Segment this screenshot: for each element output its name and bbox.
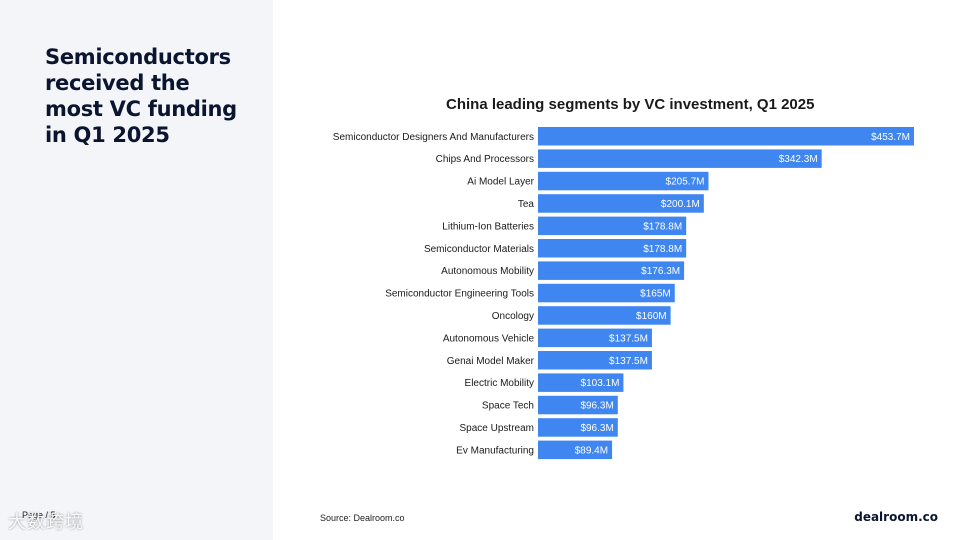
category-label: Oncology — [492, 311, 534, 322]
value-label: $96.3M — [580, 423, 613, 434]
value-label: $165M — [640, 289, 671, 300]
category-label: Ev Manufacturing — [456, 445, 534, 456]
bar — [538, 149, 822, 168]
category-label: Semiconductor Materials — [424, 244, 534, 255]
bar — [538, 216, 687, 236]
value-label: $205.7M — [666, 177, 705, 188]
bar — [538, 351, 652, 370]
bar — [538, 306, 671, 325]
category-label: Autonomous Vehicle — [443, 333, 535, 344]
bar — [538, 194, 704, 213]
value-label: $200.1M — [661, 199, 700, 210]
value-label: $96.3M — [580, 401, 613, 412]
category-label: Chips And Processors — [436, 154, 534, 165]
bar — [538, 283, 675, 303]
value-label: $178.8M — [643, 244, 682, 255]
watermark: 大数跨境 — [8, 512, 84, 532]
category-label: Lithium-Ion Batteries — [442, 221, 534, 232]
category-label: Space Upstream — [460, 423, 534, 434]
value-label: $137.5M — [609, 333, 648, 344]
brand-logo: dealroom.co — [854, 510, 938, 524]
bar — [538, 373, 624, 392]
left-panel — [0, 0, 273, 540]
value-label: $178.8M — [643, 221, 682, 232]
source-note: Source: Dealroom.co — [320, 513, 405, 523]
bar — [538, 440, 613, 460]
value-label: $89.4M — [575, 445, 608, 456]
value-label: $137.5M — [609, 356, 648, 367]
bar — [538, 239, 687, 258]
bar — [538, 395, 618, 415]
bar — [538, 171, 709, 191]
bar — [538, 261, 685, 280]
value-label: $342.3M — [779, 154, 818, 165]
bar — [538, 418, 618, 437]
value-label: $176.3M — [641, 266, 680, 277]
value-label: $453.7M — [871, 132, 910, 143]
category-label: Genai Model Maker — [447, 356, 535, 367]
category-label: Electric Mobility — [465, 378, 534, 389]
category-label: Semiconductor Engineering Tools — [385, 289, 534, 300]
category-label: Ai Model Layer — [467, 177, 534, 188]
page-number: Page / 5 — [22, 510, 56, 520]
bar — [538, 127, 914, 146]
value-label: $103.1M — [581, 378, 620, 389]
category-label: Space Tech — [482, 401, 534, 412]
bar-chart: Semiconductor Designers And Manufacturer… — [333, 127, 914, 460]
category-label: Tea — [518, 199, 535, 210]
bar — [538, 328, 652, 348]
chart-title: China leading segments by VC investment,… — [446, 96, 815, 113]
page-headline: Semiconductors received the most VC fund… — [45, 45, 237, 147]
category-label: Autonomous Mobility — [441, 266, 534, 277]
category-label: Semiconductor Designers And Manufacturer… — [333, 132, 534, 143]
value-label: $160M — [636, 311, 667, 322]
